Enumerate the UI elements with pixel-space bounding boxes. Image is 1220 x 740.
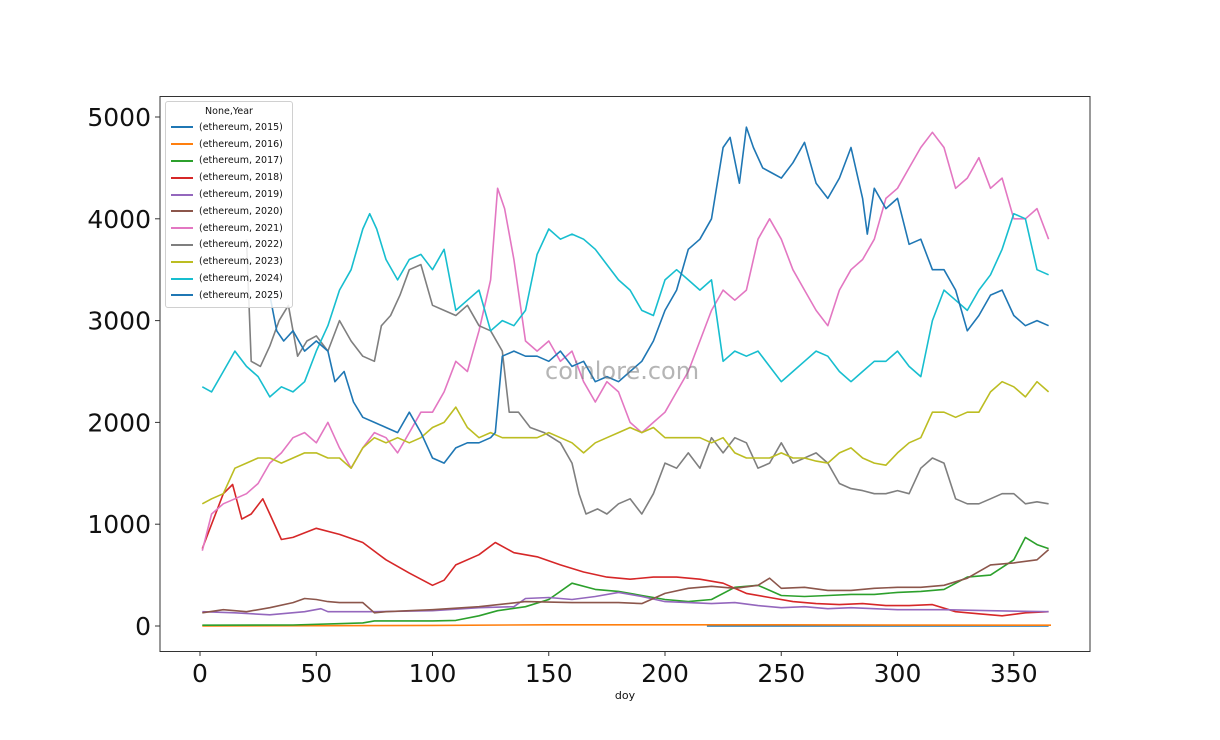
legend-label: (ethereum, 2018) (199, 172, 283, 184)
legend-label: (ethereum, 2015) (199, 121, 283, 133)
legend-item: (ethereum, 2022) (170, 237, 288, 254)
y-tick-label: 4000 (87, 205, 151, 234)
legend-swatch (171, 126, 193, 129)
x-tick-label: 350 (990, 659, 1038, 688)
series-line-5 (202, 548, 1050, 614)
series-line-9 (201, 212, 1049, 398)
legend-label: (ethereum, 2022) (199, 239, 283, 251)
legend-swatch (171, 143, 193, 146)
legend-swatch (171, 294, 193, 297)
x-tick-label: 50 (300, 659, 332, 688)
legend-title: None,Year (205, 106, 253, 117)
y-axis: 0 1000 2000 3000 4000 5000 (87, 103, 160, 641)
series-line-3 (201, 483, 1049, 617)
legend-item: (ethereum, 2019) (170, 186, 288, 203)
legend-item: (ethereum, 2021) (170, 220, 288, 237)
legend-swatch (171, 243, 193, 246)
y-tick-label: 3000 (87, 307, 151, 336)
legend-label: (ethereum, 2020) (199, 205, 283, 217)
legend-swatch (171, 277, 193, 280)
series-layer (201, 126, 1052, 627)
legend-item: (ethereum, 2023) (170, 253, 288, 270)
y-tick-label: 0 (135, 612, 151, 641)
legend-item: (ethereum, 2017) (170, 153, 288, 170)
legend-label: (ethereum, 2023) (199, 256, 283, 268)
x-axis: 0 50 100 150 200 250 300 350 (192, 651, 1038, 688)
legend-label: (ethereum, 2019) (199, 189, 283, 201)
series-line-8 (201, 380, 1050, 505)
series-line-1 (202, 623, 1052, 627)
legend-item: (ethereum, 2016) (170, 136, 288, 153)
x-tick-label: 300 (874, 659, 922, 688)
y-tick-label: 2000 (87, 408, 151, 437)
legend-label: (ethereum, 2021) (199, 222, 283, 234)
legend-swatch (171, 176, 193, 179)
y-tick-label: 5000 (87, 103, 151, 132)
legend-swatch (171, 159, 193, 162)
legend-label: (ethereum, 2017) (199, 155, 283, 167)
x-tick-label: 150 (525, 659, 573, 688)
x-axis-label: doy (615, 689, 636, 702)
legend-label: (ethereum, 2016) (199, 138, 283, 150)
x-tick-label: 250 (757, 659, 805, 688)
legend-swatch (171, 210, 193, 213)
series-line-10 (269, 126, 1049, 464)
legend: None,Year (ethereum, 2015) (ethereum, 201… (165, 101, 293, 308)
legend-swatch (171, 193, 193, 196)
watermark: coinlore.com (545, 357, 700, 385)
series-line-7 (245, 239, 1049, 515)
plot-frame (159, 96, 1091, 652)
legend-label: (ethereum, 2024) (199, 273, 283, 285)
legend-item: (ethereum, 2020) (170, 203, 288, 220)
x-tick-label: 100 (409, 659, 457, 688)
x-tick-label: 0 (192, 659, 208, 688)
legend-label: (ethereum, 2025) (199, 289, 283, 301)
y-tick-label: 1000 (87, 510, 151, 539)
series-line-4 (202, 591, 1049, 616)
legend-item: (ethereum, 2025) (170, 287, 288, 304)
legend-swatch (171, 227, 193, 230)
legend-item: (ethereum, 2015) (170, 119, 288, 136)
legend-item: (ethereum, 2018) (170, 169, 288, 186)
legend-swatch (171, 260, 193, 263)
x-tick-label: 200 (641, 659, 689, 688)
series-line-6 (201, 131, 1050, 551)
legend-item: (ethereum, 2024) (170, 270, 288, 287)
